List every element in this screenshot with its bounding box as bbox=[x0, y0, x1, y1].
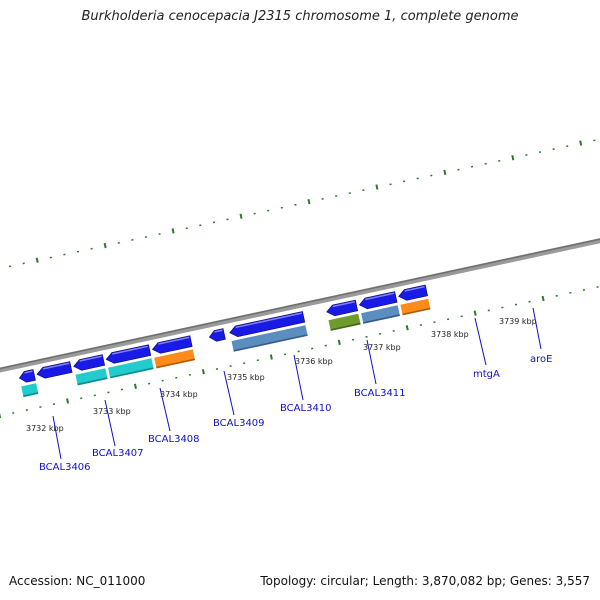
outer-major-tick bbox=[239, 213, 243, 219]
cds-arrow-shine bbox=[24, 370, 33, 374]
outer-major-tick bbox=[307, 198, 311, 205]
gene-leader-line bbox=[532, 307, 542, 350]
cds-arrow bbox=[36, 361, 73, 379]
cog-band-edge bbox=[109, 367, 154, 379]
cds-arrow bbox=[326, 299, 359, 317]
cds-arrow-shine bbox=[332, 301, 355, 308]
cds-arrow bbox=[358, 291, 398, 310]
outer-major-tick bbox=[511, 155, 515, 161]
cog-band-edge bbox=[23, 392, 39, 397]
cog-band-edge bbox=[363, 314, 400, 324]
gene-leader-line bbox=[223, 370, 235, 416]
cog-band bbox=[231, 325, 308, 352]
position-label: 3734 kbp bbox=[160, 390, 198, 399]
cds-arrow-shine bbox=[42, 362, 70, 370]
gene-label[interactable]: mtgA bbox=[473, 369, 500, 380]
cog-band bbox=[328, 313, 361, 331]
inner-tick-ring bbox=[0, 286, 599, 419]
gene-label[interactable]: BCAL3406 bbox=[39, 462, 91, 473]
cds-arrow-shine bbox=[235, 312, 302, 329]
backbone-ring bbox=[0, 238, 600, 373]
cds-arrow bbox=[18, 369, 36, 383]
cog-band-edge bbox=[77, 377, 108, 386]
outer-major-tick bbox=[171, 228, 175, 234]
outer-major-tick bbox=[579, 140, 583, 146]
cds-arrow-shine bbox=[365, 292, 395, 301]
gene-label[interactable]: BCAL3410 bbox=[280, 403, 332, 414]
gene-leader-line bbox=[293, 354, 304, 401]
inner-major-tick bbox=[473, 310, 477, 316]
outer-major-tick bbox=[443, 169, 447, 176]
inner-major-tick bbox=[269, 354, 273, 360]
inner-major-tick bbox=[405, 325, 409, 331]
cds-arrow-shine bbox=[79, 355, 102, 362]
gene-label[interactable]: BCAL3411 bbox=[354, 388, 406, 399]
cog-band-edge bbox=[330, 322, 361, 331]
accession-label: Accession: NC_011000 bbox=[9, 574, 146, 588]
inner-major-tick bbox=[201, 369, 205, 375]
cog-band bbox=[21, 383, 39, 398]
position-label: 3738 kbp bbox=[431, 330, 469, 339]
cog-band bbox=[75, 368, 108, 386]
feature-track bbox=[18, 284, 431, 398]
gene-labels: BCAL3406 BCAL3407 BCAL3408 BCAL3409 BCAL… bbox=[39, 307, 552, 473]
backbone-edge bbox=[0, 238, 600, 370]
inner-major-tick bbox=[541, 295, 545, 302]
outer-tick-ring bbox=[8, 139, 596, 268]
outer-major-tick bbox=[103, 242, 107, 249]
cog-band-edge bbox=[233, 334, 308, 352]
cds-arrow bbox=[151, 335, 193, 354]
cds-arrow bbox=[398, 284, 428, 301]
gene-leader-line bbox=[52, 415, 62, 460]
cds-arrow-shine bbox=[214, 329, 223, 333]
inner-major-tick bbox=[337, 339, 341, 346]
gene-label[interactable]: BCAL3407 bbox=[92, 448, 144, 459]
cog-band bbox=[154, 349, 196, 369]
cds-arrow-shine bbox=[158, 336, 190, 345]
position-label: 3732 kbp bbox=[26, 424, 64, 433]
cds-arrow bbox=[229, 311, 306, 338]
inner-major-tick bbox=[66, 398, 70, 404]
cog-band-edge bbox=[402, 307, 431, 316]
gene-label[interactable]: aroE bbox=[530, 354, 552, 365]
cog-band bbox=[400, 298, 431, 316]
cds-arrow-shine bbox=[404, 285, 425, 292]
outer-major-tick bbox=[375, 184, 379, 190]
inner-major-tick bbox=[133, 383, 137, 389]
cog-band bbox=[108, 358, 154, 379]
position-label: 3739 kbp bbox=[499, 317, 537, 326]
position-label: 3737 kbp bbox=[363, 343, 401, 352]
cds-arrow bbox=[105, 344, 152, 364]
gene-leader-line bbox=[474, 317, 487, 366]
cds-arrow bbox=[73, 354, 106, 371]
cds-arrow bbox=[208, 328, 226, 342]
position-labels: 3732 kbp 3733 kbp 3734 kbp 3735 kbp 3736… bbox=[26, 317, 537, 433]
gene-leader-line bbox=[104, 399, 116, 447]
position-label: 3736 kbp bbox=[295, 357, 333, 366]
cds-arrow-shine bbox=[112, 345, 148, 355]
genome-summary: Topology: circular; Length: 3,870,082 bp… bbox=[260, 574, 590, 588]
position-label: 3735 kbp bbox=[227, 373, 265, 382]
outer-major-tick bbox=[35, 257, 39, 263]
cog-band bbox=[361, 305, 400, 324]
gene-leader-line bbox=[159, 387, 171, 432]
backbone-line bbox=[0, 238, 600, 373]
gene-label[interactable]: BCAL3409 bbox=[213, 418, 265, 429]
cog-band-edge bbox=[156, 358, 196, 369]
gene-leader-line bbox=[366, 339, 377, 385]
gene-label[interactable]: BCAL3408 bbox=[148, 434, 200, 445]
map-title: Burkholderia cenocepacia J2315 chromosom… bbox=[81, 9, 519, 24]
position-label: 3733 kbp bbox=[93, 407, 131, 416]
